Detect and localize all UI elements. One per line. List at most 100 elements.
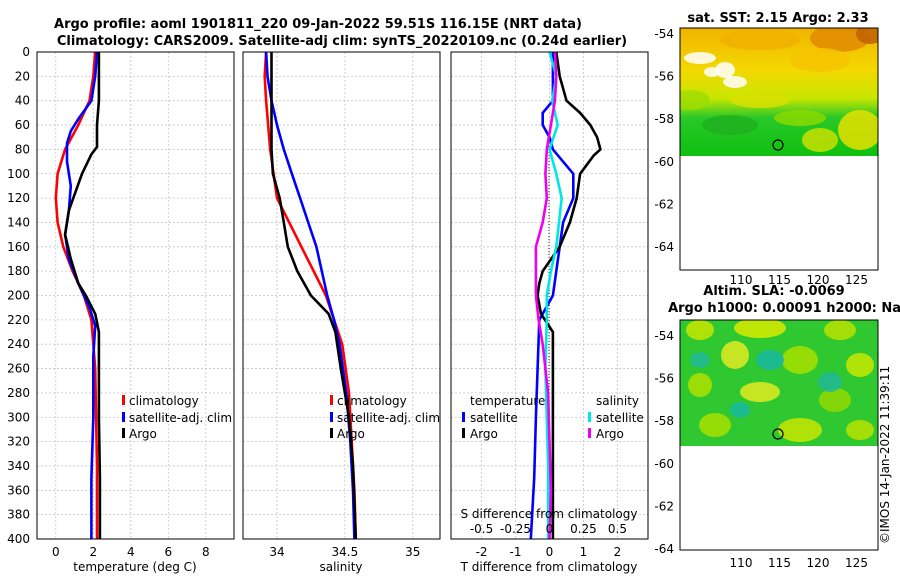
sst-patch [723,76,747,88]
depth-tick-label: 140 [7,215,30,229]
x-tick-label: 8 [202,545,210,559]
s-tick-label: -0.5 [470,522,493,536]
difference-legend: temperature salinity satellite Argo sate… [462,394,644,441]
depth-tick-label: 400 [7,532,30,546]
legend-label-satellite: satellite-adj. clim [337,411,440,425]
x-tick-label: 2 [89,545,97,559]
lon-tick-label: 125 [845,273,868,287]
legend-swatch-t-satellite [462,412,465,422]
legend-swatch-satellite [330,412,333,422]
t-difference-xlabel: T difference from climatology [460,560,638,574]
sla-patch [730,402,750,418]
argo-location-marker [772,139,784,151]
x-tick-label: 35 [405,545,420,559]
legend-swatch-satellite [122,412,125,422]
sst-patch [730,92,790,108]
sla-patch [686,320,714,340]
sla-map-subtitle: Argo h1000: 0.00091 h2000: NaN [668,301,900,316]
salinity-legend: climatology satellite-adj. clim Argo [330,394,440,441]
depth-tick-label: 200 [7,289,30,303]
sla-patch [782,346,818,374]
depth-tick-label: 160 [7,240,30,254]
sst-patch [684,52,716,64]
lat-tick-label: -60 [654,457,674,471]
depth-tick-label: 180 [7,264,30,278]
x-tick-label: 4 [127,545,135,559]
legend-label-t-argo: Argo [470,427,498,441]
x-tick-label: 6 [165,545,173,559]
main-title-line2: Climatology: CARS2009. Satellite-adj cli… [57,34,627,49]
legend-swatch-climatology [330,395,333,405]
lat-tick-label: -62 [654,197,674,211]
depth-tick-label: 120 [7,191,30,205]
lat-tick-label: -58 [654,414,674,428]
legend-label-climatology: climatology [337,394,407,408]
argo-location-marker [772,428,784,440]
sst-patch [704,67,720,77]
depth-tick-label: 320 [7,435,30,449]
sst-patch [715,62,735,78]
lat-tick-label: -54 [654,27,674,41]
s-diff-argo-line [534,51,558,540]
main-title-line1: Argo profile: aoml 1901811_220 09-Jan-20… [54,17,582,32]
sst-patch [702,115,758,135]
temperature-panel: 0204060801001201401601802002202402602803… [7,45,235,574]
sla-patch [846,353,874,377]
sla-patch [688,373,712,397]
s-tick-label: 0.25 [570,522,597,536]
sla-patch [818,372,842,392]
legend-swatch-argo [330,428,333,438]
depth-tick-label: 340 [7,459,30,473]
temperature-legend: climatology satellite-adj. clim Argo [122,394,232,441]
s-tick-label: 0.5 [608,522,627,536]
x-tick-label: -2 [476,545,488,559]
depth-tick-label: 360 [7,483,30,497]
depth-tick-label: 60 [15,118,30,132]
sla-patch [734,320,786,338]
x-tick-label: 34 [269,545,284,559]
lat-tick-label: -64 [654,240,674,254]
s-diff-satellite-line [544,51,564,539]
lat-tick-label: -58 [654,112,674,126]
legend-swatch-argo [122,428,125,438]
x-tick-label: 0 [52,545,60,559]
legend-label-satellite: satellite-adj. clim [129,411,232,425]
depth-tick-label: 280 [7,386,30,400]
lon-tick-label: 115 [768,556,791,570]
timestamp-stamp: ©IMOS 14-Jan-2022 11:39:11 [878,366,892,544]
lat-tick-label: -56 [654,70,674,84]
depth-tick-label: 240 [7,337,30,351]
salinity-argo-line [270,52,358,540]
salinity-xlabel: salinity [319,560,362,574]
lat-tick-label: -60 [654,155,674,169]
depth-tick-label: 220 [7,313,30,327]
difference-panel: -2 -1 0 1 2 -0.5 -0.25 0 0.25 0.5 S difference f… [450,51,649,574]
sla-patch [846,420,874,440]
depth-tick-label: 380 [7,508,30,522]
lat-tick-label: -56 [654,372,674,386]
legend-heading-salinity: salinity [596,394,639,408]
legend-swatch-climatology [122,395,125,405]
legend-swatch-s-satellite [588,412,591,422]
depth-tick-label: 40 [15,94,30,108]
legend-swatch-s-argo [588,428,591,438]
sla-patch [740,382,780,402]
s-difference-label: S difference from climatology [461,507,638,521]
x-tick-label: 34.5 [332,545,359,559]
s-tick-label: -0.25 [500,522,531,536]
sla-patch [824,320,856,340]
x-tick-label: 1 [580,545,588,559]
lon-tick-label: 125 [845,556,868,570]
legend-label-s-argo: Argo [596,427,624,441]
lat-tick-label: -62 [654,499,674,513]
lon-tick-label: 120 [807,556,830,570]
sst-patch [680,90,710,110]
x-tick-label: 0 [546,545,554,559]
sla-patch [819,388,851,412]
s-tick-label: 0 [546,522,554,536]
depth-tick-label: 260 [7,362,30,376]
sst-patch [838,110,878,150]
lon-tick-label: 110 [730,273,753,287]
temperature-argo-line [63,52,102,539]
